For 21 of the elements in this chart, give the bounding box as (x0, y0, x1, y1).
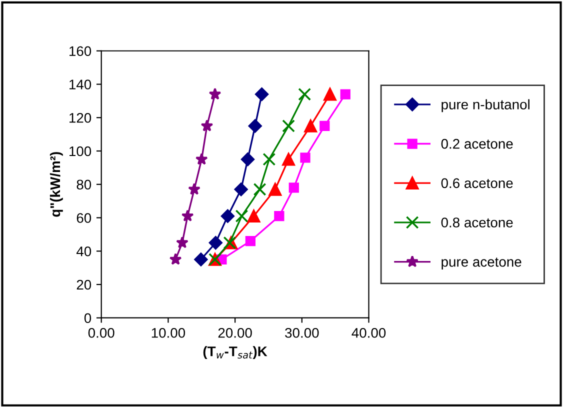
x-tick-label: 10.00 (152, 328, 186, 338)
y-tick-label: 60 (76, 213, 92, 223)
y-tick-label: 40 (76, 246, 92, 256)
legend-label: pure acetone (442, 258, 522, 270)
y-tick-label: 120 (70, 112, 92, 123)
legend-label: pure n-butanol (442, 99, 530, 112)
y-tick-label: 80 (76, 180, 92, 190)
legend-label: 0.8 acetone (441, 218, 513, 228)
y-tick-label: 140 (70, 80, 92, 90)
y-axis-title: q"(kW/m²) (50, 152, 63, 217)
x-tick-label: 40.00 (352, 328, 386, 338)
legend-label: 0.6 acetone (441, 178, 513, 188)
y-tick-label: 160 (70, 46, 92, 56)
y-tick-label: 20 (76, 280, 92, 290)
x-tick-label: 20.00 (218, 328, 252, 338)
x-tick-label: 30.00 (285, 328, 319, 338)
legend-label: 0.2 acetone (441, 138, 513, 149)
y-tick-label: 100 (70, 146, 92, 156)
x-tick-label: 0.00 (88, 328, 114, 338)
y-tick-label: 0 (84, 313, 92, 324)
x-axis-title: (T$_{w}$-T$_{sat}$)K (203, 346, 268, 360)
